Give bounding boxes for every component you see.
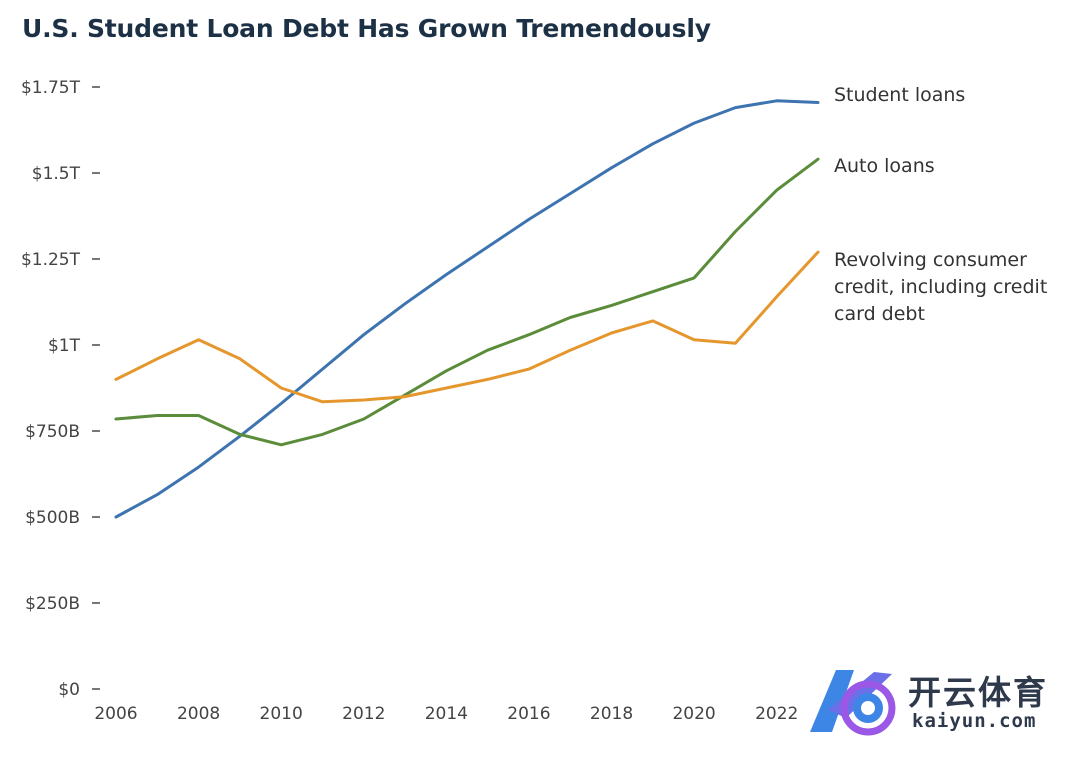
x-tick-label: 2012 bbox=[342, 704, 385, 724]
y-tick-label: $750B bbox=[25, 422, 80, 442]
watermark-logo-icon bbox=[810, 670, 896, 736]
series-line-1 bbox=[114, 157, 820, 447]
y-tick-label: $1.5T bbox=[32, 164, 81, 184]
x-tick-label: 2016 bbox=[507, 704, 550, 724]
x-axis: 2006 2008 2010 2012 2014 2016 2018 2020 2022 bbox=[94, 704, 798, 724]
series-label-2: Revolving consumer credit, including cred… bbox=[834, 249, 1047, 325]
series-line-2 bbox=[114, 250, 820, 404]
x-tick-label: 2022 bbox=[755, 704, 798, 724]
watermark: 开云体育 kaiyun.com bbox=[796, 652, 1080, 757]
series-lines bbox=[114, 99, 820, 519]
series-label-line: Revolving consumer bbox=[834, 249, 1027, 271]
watermark-brand-name: 开云体育 bbox=[908, 673, 1048, 712]
series-label-line: credit, including credit bbox=[834, 276, 1047, 298]
watermark-domain: kaiyun.com bbox=[912, 710, 1037, 732]
series-label-line: Auto loans bbox=[834, 155, 935, 177]
series-label-1: Auto loans bbox=[834, 155, 935, 177]
x-tick-label: 2006 bbox=[94, 704, 137, 724]
series-labels: Student loans Auto loans Revolving consume… bbox=[834, 84, 1047, 325]
series-label-0: Student loans bbox=[834, 84, 965, 106]
chart-title: U.S. Student Loan Debt Has Grown Tremend… bbox=[22, 14, 711, 43]
y-tick-label: $1T bbox=[48, 336, 81, 356]
series-label-line: card debt bbox=[834, 303, 925, 325]
y-tick-label: $0 bbox=[58, 680, 80, 700]
y-tick-label: $1.75T bbox=[21, 78, 81, 98]
y-tick-label: $500B bbox=[25, 508, 80, 528]
x-tick-label: 2020 bbox=[672, 704, 715, 724]
y-tick-label: $1.25T bbox=[21, 250, 81, 270]
series-line-0 bbox=[114, 99, 820, 519]
y-axis: $0 $250B $500B $750B $1T $1.25T $1.5T $1.75T bbox=[21, 78, 100, 700]
x-tick-label: 2008 bbox=[177, 704, 220, 724]
x-tick-label: 2010 bbox=[260, 704, 303, 724]
y-tick-label: $250B bbox=[25, 594, 80, 614]
series-label-line: Student loans bbox=[834, 84, 965, 106]
x-tick-label: 2014 bbox=[425, 704, 468, 724]
x-tick-label: 2018 bbox=[590, 704, 633, 724]
